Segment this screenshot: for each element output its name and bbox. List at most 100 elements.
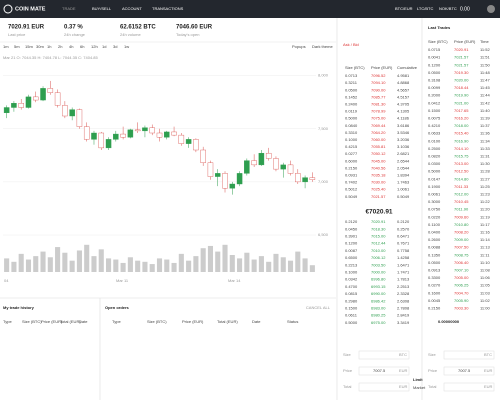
orderbook-cell: 0.1000 [345, 137, 358, 142]
volume-bar [105, 258, 112, 272]
trade-cell: 7010.45 [454, 199, 469, 204]
volume-bar [244, 252, 250, 272]
orderbook-cell: 0.0840 [345, 123, 358, 128]
nav-item[interactable]: TRANSACTIONS [152, 6, 184, 11]
orderbook-cell: 0.2120 [397, 219, 410, 224]
trade-cell: 7006.40 [454, 260, 469, 265]
orderbook-cell: 0.7402 [345, 180, 358, 185]
pair-item[interactable]: BTC/EUR [395, 6, 413, 11]
interval[interactable]: 1h [47, 44, 51, 49]
input-box[interactable] [358, 350, 410, 360]
trade-cell: 0.1350 [428, 252, 441, 257]
balance: 0.00000000 [438, 319, 460, 324]
candle-body [164, 131, 170, 138]
volume-bar [76, 250, 82, 272]
input-box[interactable] [358, 382, 410, 392]
avatar[interactable] [487, 5, 495, 13]
interval[interactable]: 6h [80, 44, 84, 49]
interval[interactable]: 3d [113, 44, 117, 49]
orderbook-cell: 7030.00 [371, 180, 386, 185]
trade-cell: 0.0750 [428, 207, 441, 212]
orderbook-cell: 3.6186 [397, 123, 410, 128]
input-box[interactable] [443, 366, 495, 376]
volume-bar [113, 259, 119, 272]
volume-bar [84, 244, 90, 272]
form-tab[interactable]: Market [413, 385, 426, 390]
cancel-all[interactable]: CANCEL ALL [306, 305, 331, 310]
orderbook-cell: 0.0931 [345, 172, 358, 177]
trade-cell: 11:02 [480, 298, 490, 303]
trade-cell: 11:31 [480, 153, 490, 158]
orderbook-cell: 0.1500 [345, 305, 358, 310]
input-box[interactable] [443, 382, 495, 392]
trades-title: Last Trades [428, 25, 451, 30]
trade-cell: 11:28 [480, 169, 490, 174]
interval[interactable]: 1m [3, 44, 9, 49]
chart-option[interactable]: Popups [292, 44, 306, 49]
interval[interactable]: 4h [69, 44, 73, 49]
interval[interactable]: 2h [58, 44, 62, 49]
interval[interactable]: 1w [124, 44, 129, 49]
trade-cell: 0.0913 [428, 267, 441, 272]
orderbook-cell: 0.2980 [345, 298, 358, 303]
interval[interactable]: 15m [25, 44, 33, 49]
trade-cell: 0.0075 [428, 115, 441, 120]
trade-cell: 11:50 [480, 62, 490, 67]
candle-body [265, 152, 272, 159]
trade-cell: 11:48 [480, 70, 490, 75]
trade-cell: 11:40 [480, 108, 490, 113]
column-header: Size (BTC) [428, 39, 448, 44]
nav-item[interactable]: ACCOUNT [122, 6, 142, 11]
trade-cell: 11:39 [480, 115, 490, 120]
trade-cell: 11:11 [480, 252, 490, 257]
chart-option[interactable]: Dark theme [312, 44, 333, 49]
input-box[interactable] [358, 366, 410, 376]
orderbook-cell: 0.5000 [345, 320, 358, 325]
pair-item[interactable]: LTC/BTC [417, 6, 433, 11]
form-tab[interactable]: Limit [413, 377, 423, 382]
x-tick-label: 04 [4, 278, 9, 283]
interval[interactable]: 12h [91, 44, 98, 49]
orderbook-cell: 0.2213 [345, 262, 358, 267]
orderbook-cell: 7050.12 [371, 151, 386, 156]
candle-body [83, 126, 90, 140]
orderbook-cell: 4.3705 [397, 101, 410, 106]
trade-cell: 11:22 [480, 199, 490, 204]
volume-bar [25, 259, 32, 272]
orderbook-cell: 0.0450 [345, 226, 358, 231]
candle-body [113, 133, 119, 140]
balance: 0.00 [460, 6, 470, 12]
orderbook-cell: 6975.00 [371, 320, 386, 325]
candle-body [149, 127, 155, 134]
open-orders-title: Open orders [105, 305, 130, 310]
orderbook-cell: 4.9581 [397, 73, 410, 78]
trade-cell: 7011.33 [454, 184, 469, 189]
orderbook-cell: 7012.44 [371, 241, 386, 246]
trade-cell: 11:17 [480, 222, 490, 227]
orderbook-cell: 7094.10 [371, 80, 386, 85]
orderbook-cell: 4.5657 [397, 87, 410, 92]
volume-bar [69, 260, 75, 272]
interval[interactable]: 30m [36, 44, 44, 49]
volume-bar [4, 258, 10, 272]
orderbook-cell: 7025.40 [371, 187, 386, 192]
candle-body [244, 160, 250, 174]
trade-cell: 11:52 [480, 47, 490, 52]
interval[interactable]: 5m [14, 44, 20, 49]
orderbook-cell: 0.2570 [397, 226, 410, 231]
orderbook-cell: 6980.25 [371, 313, 386, 318]
candle-body [127, 129, 134, 138]
candle-body [25, 96, 32, 108]
nav-item[interactable]: BUY/SELL [92, 6, 112, 11]
orderbook-cell: 7055.81 [371, 144, 386, 149]
column-header: Size (BTC) [22, 319, 42, 324]
volume-bar [287, 260, 294, 272]
column-header: Status [287, 319, 298, 324]
interval[interactable]: 1d [102, 44, 106, 49]
trade-cell: 0.1100 [428, 222, 441, 227]
nav-item[interactable]: TRADE [62, 6, 76, 11]
trade-cell: 7020.91 [454, 47, 469, 52]
input-box[interactable] [443, 350, 495, 360]
pair-item[interactable]: NOK/BTC [439, 6, 457, 11]
